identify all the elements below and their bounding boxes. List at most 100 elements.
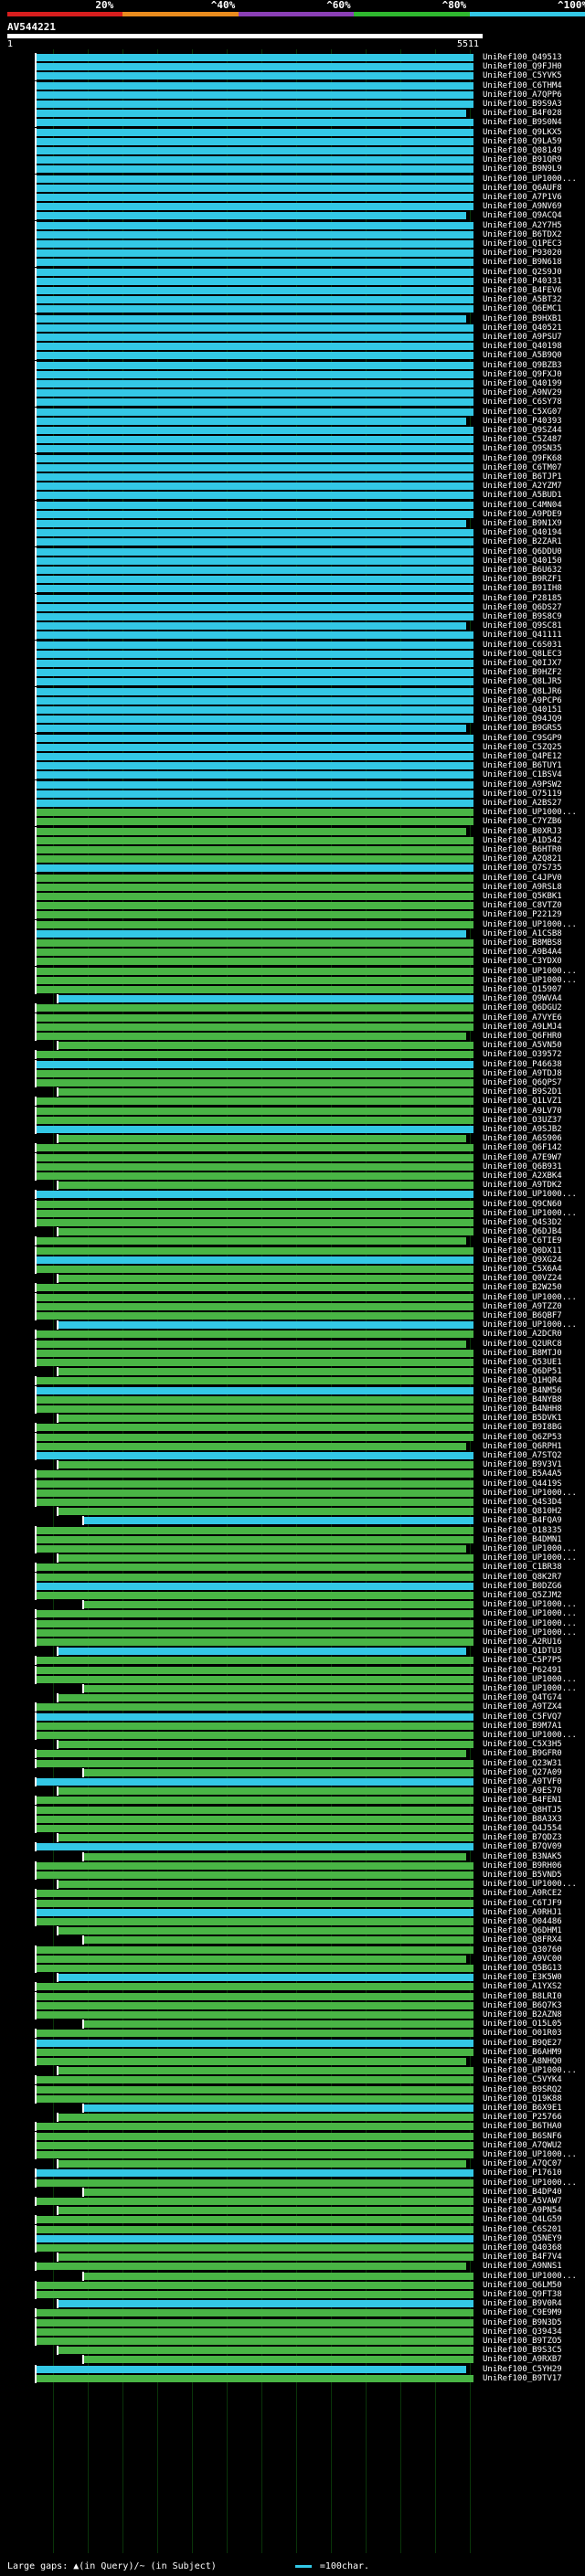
hit-row[interactable]: UniRef100_Q6FHR0 bbox=[0, 1032, 585, 1041]
hit-row[interactable]: UniRef100_C7YZB6 bbox=[0, 817, 585, 827]
hit-label[interactable]: UniRef100_B9S8C9 bbox=[483, 612, 562, 621]
hit-label[interactable]: UniRef100_Q4PE12 bbox=[483, 752, 562, 761]
hit-label[interactable]: UniRef100_Q5NEY9 bbox=[483, 2233, 562, 2243]
alignment-bar[interactable] bbox=[35, 211, 466, 221]
hit-label[interactable]: UniRef100_Q39434 bbox=[483, 2327, 562, 2337]
alignment-bar[interactable] bbox=[35, 1236, 466, 1246]
hit-row[interactable]: UniRef100_A8NHQ0 bbox=[0, 2057, 585, 2066]
hit-label[interactable]: UniRef100_Q5ZJM2 bbox=[483, 1591, 562, 1600]
alignment-bar[interactable] bbox=[35, 2084, 473, 2094]
hit-row[interactable]: UniRef100_A5VN50 bbox=[0, 1041, 585, 1051]
alignment-bar[interactable] bbox=[35, 1423, 473, 1433]
hit-label[interactable]: UniRef100_A5VN50 bbox=[483, 1041, 562, 1051]
hit-label[interactable]: UniRef100_UP1000... bbox=[483, 808, 577, 818]
alignment-bar[interactable] bbox=[35, 1432, 473, 1442]
alignment-bar[interactable] bbox=[35, 864, 473, 874]
hit-label[interactable]: UniRef100_Q9ACQ4 bbox=[483, 211, 562, 221]
hit-label[interactable]: UniRef100_Q9FJH0 bbox=[483, 62, 562, 72]
hit-label[interactable]: UniRef100_B6QBF7 bbox=[483, 1311, 562, 1320]
alignment-bar[interactable] bbox=[57, 1460, 473, 1470]
hit-row[interactable]: UniRef100_UP1000... bbox=[0, 1190, 585, 1200]
hit-label[interactable]: UniRef100_UP1000... bbox=[483, 2066, 577, 2076]
hit-label[interactable]: UniRef100_UP1000... bbox=[483, 1292, 577, 1302]
hit-row[interactable]: UniRef100_B9S3C5 bbox=[0, 2346, 585, 2356]
alignment-bar[interactable] bbox=[82, 1851, 466, 1861]
alignment-bar[interactable] bbox=[35, 1898, 473, 1908]
hit-row[interactable]: UniRef100_Q6DHM1 bbox=[0, 1926, 585, 1936]
alignment-bar[interactable] bbox=[35, 2140, 473, 2150]
hit-label[interactable]: UniRef100_A9LV70 bbox=[483, 1106, 562, 1116]
alignment-bar[interactable] bbox=[57, 1227, 473, 1237]
alignment-bar[interactable] bbox=[35, 2038, 473, 2048]
alignment-bar[interactable] bbox=[35, 62, 473, 72]
hit-label[interactable]: UniRef100_Q9FXJ0 bbox=[483, 369, 562, 379]
alignment-bar[interactable] bbox=[35, 695, 473, 705]
hit-row[interactable]: UniRef100_A2YZM7 bbox=[0, 482, 585, 492]
hit-label[interactable]: UniRef100_Q6DDU0 bbox=[483, 546, 562, 557]
hit-row[interactable]: UniRef100_B0DZG6 bbox=[0, 1581, 585, 1591]
alignment-bar[interactable] bbox=[35, 1376, 473, 1386]
hit-label[interactable]: UniRef100_Q8FRX4 bbox=[483, 1935, 562, 1945]
hit-label[interactable]: UniRef100_B9S3C5 bbox=[483, 2346, 562, 2356]
hit-row[interactable]: UniRef100_Q0IJX7 bbox=[0, 659, 585, 668]
hit-row[interactable]: UniRef100_Q9FXJ0 bbox=[0, 369, 585, 379]
hit-row[interactable]: UniRef100_A2XBK4 bbox=[0, 1171, 585, 1181]
alignment-bar[interactable] bbox=[82, 2019, 473, 2030]
hit-row[interactable]: UniRef100_Q9BZB3 bbox=[0, 360, 585, 370]
hit-label[interactable]: UniRef100_C1BSV4 bbox=[483, 770, 562, 780]
alignment-bar[interactable] bbox=[35, 1171, 473, 1181]
alignment-bar[interactable] bbox=[57, 1926, 473, 1936]
alignment-bar[interactable] bbox=[35, 854, 473, 864]
hit-label[interactable]: UniRef100_C9E9M9 bbox=[483, 2308, 562, 2318]
alignment-bar[interactable] bbox=[35, 528, 473, 538]
alignment-bar[interactable] bbox=[35, 799, 473, 808]
alignment-bar[interactable] bbox=[35, 1068, 473, 1078]
alignment-bar[interactable] bbox=[82, 2271, 473, 2281]
alignment-bar[interactable] bbox=[35, 546, 473, 557]
hit-label[interactable]: UniRef100_P22129 bbox=[483, 910, 562, 920]
hit-row[interactable]: UniRef100_A9LV70 bbox=[0, 1106, 585, 1116]
hit-row[interactable]: UniRef100_UP1000... bbox=[0, 1544, 585, 1553]
hit-row[interactable]: UniRef100_P62491 bbox=[0, 1665, 585, 1675]
alignment-bar[interactable] bbox=[35, 1842, 473, 1852]
hit-label[interactable]: UniRef100_Q6DJB4 bbox=[483, 1227, 562, 1237]
alignment-bar[interactable] bbox=[57, 2206, 473, 2216]
hit-label[interactable]: UniRef100_Q94JQ9 bbox=[483, 715, 562, 725]
hit-label[interactable]: UniRef100_Q7S735 bbox=[483, 864, 562, 874]
hit-label[interactable]: UniRef100_A7QC07 bbox=[483, 2159, 562, 2169]
hit-row[interactable]: UniRef100_B4FQA9 bbox=[0, 1516, 585, 1526]
hit-row[interactable]: UniRef100_O18335 bbox=[0, 1525, 585, 1535]
hit-label[interactable]: UniRef100_P40393 bbox=[483, 416, 562, 426]
hit-label[interactable]: UniRef100_C6TIE9 bbox=[483, 1236, 562, 1246]
alignment-bar[interactable] bbox=[35, 1954, 466, 1964]
hit-label[interactable]: UniRef100_B91IH8 bbox=[483, 584, 562, 594]
hit-row[interactable]: UniRef100_Q6DJB4 bbox=[0, 1227, 585, 1237]
hit-label[interactable]: UniRef100_Q6RPH1 bbox=[483, 1441, 562, 1451]
hit-row[interactable]: UniRef100_UP1000... bbox=[0, 1208, 585, 1218]
hit-row[interactable]: UniRef100_B9V0R4 bbox=[0, 2299, 585, 2309]
hit-label[interactable]: UniRef100_Q40368 bbox=[483, 2243, 562, 2253]
alignment-bar[interactable] bbox=[35, 2094, 473, 2104]
alignment-bar[interactable] bbox=[35, 845, 473, 854]
hit-label[interactable]: UniRef100_Q1PEC3 bbox=[483, 239, 562, 249]
alignment-bar[interactable] bbox=[35, 2010, 473, 2019]
hit-row[interactable]: UniRef100_P40331 bbox=[0, 276, 585, 286]
hit-label[interactable]: UniRef100_A9RSL8 bbox=[483, 882, 562, 892]
alignment-bar[interactable] bbox=[35, 1534, 473, 1544]
hit-row[interactable]: UniRef100_A7P1V6 bbox=[0, 193, 585, 202]
hit-row[interactable]: UniRef100_Q8LJR5 bbox=[0, 677, 585, 687]
hit-row[interactable]: UniRef100_B9S0N4 bbox=[0, 118, 585, 128]
alignment-bar[interactable] bbox=[35, 1488, 473, 1498]
alignment-bar[interactable] bbox=[82, 2187, 473, 2197]
hit-row[interactable]: UniRef100_B4FEV6 bbox=[0, 286, 585, 295]
hit-label[interactable]: UniRef100_B4DP40 bbox=[483, 2187, 562, 2197]
hit-row[interactable]: UniRef100_Q4PE12 bbox=[0, 752, 585, 761]
alignment-bar[interactable] bbox=[35, 882, 473, 892]
hit-label[interactable]: UniRef100_O04486 bbox=[483, 1917, 562, 1926]
hit-row[interactable]: UniRef100_Q810H2 bbox=[0, 1507, 585, 1517]
alignment-bar[interactable] bbox=[35, 705, 473, 715]
alignment-bar[interactable] bbox=[35, 2150, 473, 2159]
alignment-bar[interactable] bbox=[35, 948, 473, 958]
hit-row[interactable]: UniRef100_B4DMN1 bbox=[0, 1534, 585, 1544]
hit-row[interactable]: UniRef100_Q5KBK1 bbox=[0, 892, 585, 901]
